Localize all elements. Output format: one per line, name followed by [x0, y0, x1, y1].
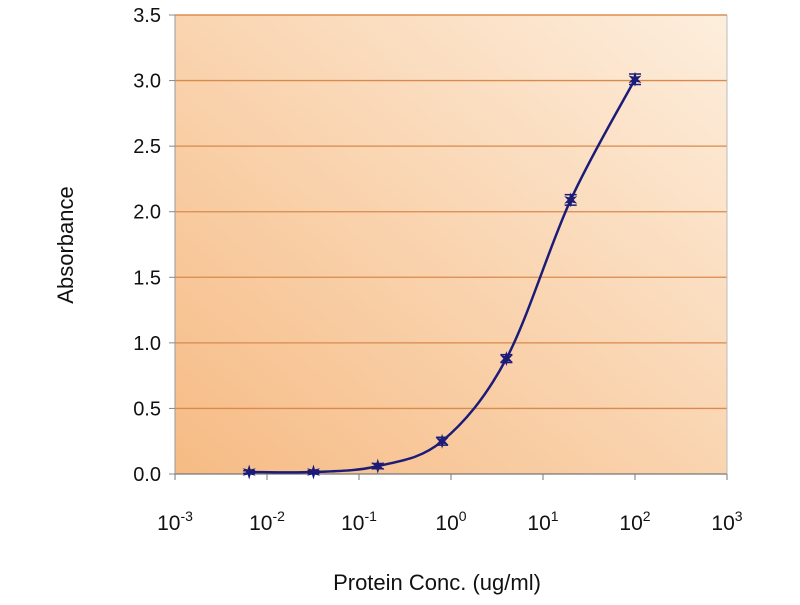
y-tick-label: 1.5: [133, 267, 161, 289]
data-point: [306, 464, 320, 480]
star-marker: [628, 71, 642, 87]
x-tick-label: 102: [619, 508, 650, 535]
y-tick-label: 2.5: [133, 136, 161, 158]
plot-area: [175, 15, 727, 474]
x-tick-label: 10-2: [249, 508, 285, 535]
x-tick-label: 10-3: [157, 508, 193, 535]
y-axis-label: Absorbance: [53, 186, 78, 303]
star-marker: [371, 458, 385, 474]
y-tick-label: 1.0: [133, 333, 161, 355]
y-tick-label: 2.0: [133, 202, 161, 224]
y-tick-label: 0.0: [133, 464, 161, 486]
data-point: [435, 433, 449, 449]
x-tick-label: 101: [527, 508, 558, 535]
x-tick-label: 103: [711, 508, 742, 535]
star-marker: [499, 351, 513, 367]
data-point: [371, 458, 385, 474]
data-point: [499, 351, 513, 367]
x-tick-label: 100: [435, 508, 466, 535]
data-point: [628, 71, 642, 87]
data-point: [242, 464, 256, 480]
star-marker: [306, 464, 320, 480]
star-marker: [564, 192, 578, 208]
data-point: [564, 192, 578, 208]
y-tick-label: 3.0: [133, 71, 161, 93]
star-marker: [435, 433, 449, 449]
x-axis-label: Protein Conc. (ug/ml): [333, 570, 541, 595]
star-marker: [242, 464, 256, 480]
series-line: [249, 78, 637, 474]
y-tick-label: 0.5: [133, 398, 161, 420]
x-tick-label: 10-1: [341, 508, 377, 535]
y-tick-label: 3.5: [133, 5, 161, 27]
